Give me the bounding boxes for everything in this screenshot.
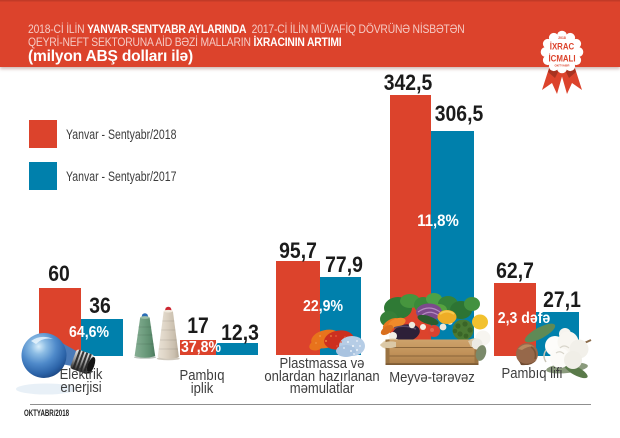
- svg-text:İCMALI: İCMALI: [548, 53, 575, 64]
- svg-text:OKTYABR: OKTYABR: [554, 64, 570, 68]
- svg-text:2018: 2018: [558, 36, 566, 40]
- svg-text:İXRAC: İXRAC: [550, 41, 575, 52]
